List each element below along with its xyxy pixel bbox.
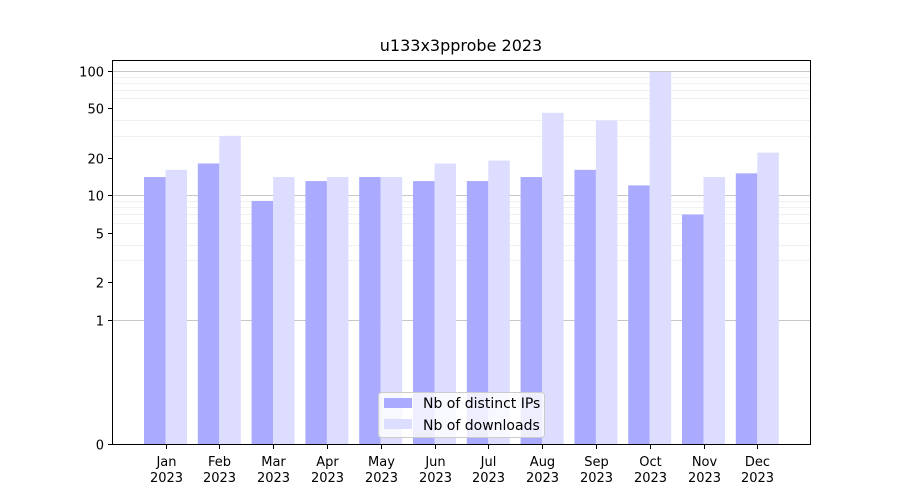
plot-frame: [112, 60, 811, 445]
bar-distinct-ips: [197, 163, 220, 444]
x-tick-label: Feb 2023: [203, 455, 236, 486]
legend-swatch-downloads: [384, 419, 412, 429]
bar-downloads: [703, 177, 725, 444]
legend-box: [378, 392, 545, 438]
y-tick-label: 2: [96, 277, 104, 292]
x-tick-label: Dec 2023: [741, 455, 774, 486]
x-tick-label: Jul 2023: [472, 455, 505, 486]
y-tick-label: 5: [96, 228, 104, 243]
bar-distinct-ips: [628, 185, 650, 444]
y-axis: 0 1 2 5 10 20 50 100: [79, 66, 113, 454]
bar-downloads: [326, 177, 349, 444]
legend-label-downloads: Nb of downloads: [423, 418, 540, 434]
bar-downloads: [488, 160, 510, 444]
x-tick-label: Apr 2023: [311, 455, 344, 486]
legend-swatch-distinct-ips: [384, 398, 412, 408]
bar-distinct-ips: [574, 169, 596, 444]
bar-downloads: [165, 169, 187, 444]
y-tick-label: 1: [96, 315, 104, 330]
y-tick-label: 0: [96, 439, 104, 454]
legend: Nb of distinct IPs Nb of downloads: [378, 392, 545, 438]
x-tick-label: Nov 2023: [688, 455, 721, 486]
bar-distinct-ips: [735, 173, 758, 444]
bar-downloads: [757, 152, 779, 445]
bar-distinct-ips: [413, 181, 435, 444]
x-tick-label: Aug 2023: [526, 455, 559, 486]
bar-distinct-ips: [682, 214, 704, 444]
bar-distinct-ips: [144, 177, 166, 444]
y-tick-label: 100: [79, 66, 104, 81]
bars: [144, 71, 779, 445]
bar-distinct-ips: [520, 177, 543, 444]
x-tick-label: May 2023: [365, 455, 398, 486]
x-tick-label: Sep 2023: [580, 455, 613, 486]
bar-distinct-ips: [305, 181, 327, 444]
bar-distinct-ips: [359, 177, 381, 444]
chart-title: u133x3pprobe 2023: [380, 36, 542, 55]
legend-label-distinct-ips: Nb of distinct IPs: [423, 396, 540, 412]
bar-distinct-ips: [466, 181, 489, 444]
bar-downloads: [219, 135, 241, 444]
bar-downloads: [542, 112, 564, 444]
bar-downloads: [273, 177, 295, 444]
x-tick-label: Mar 2023: [257, 455, 290, 486]
y-tick-label: 50: [87, 103, 104, 118]
bar-downloads: [434, 163, 456, 444]
bar-downloads: [380, 177, 403, 444]
bar-downloads: [595, 120, 618, 444]
bar-downloads: [649, 71, 672, 445]
x-tick-label: Jan 2023: [150, 455, 183, 486]
x-tick-label: Jun 2023: [419, 455, 452, 486]
y-tick-label: 20: [87, 153, 104, 168]
x-tick-label: Oct 2023: [634, 455, 667, 486]
x-axis: Jan 2023 Feb 2023 Mar 2023 Apr 2023 May 2023 Jun 20…: [150, 444, 774, 486]
y-tick-label: 10: [87, 190, 104, 205]
bar-distinct-ips: [251, 200, 274, 444]
